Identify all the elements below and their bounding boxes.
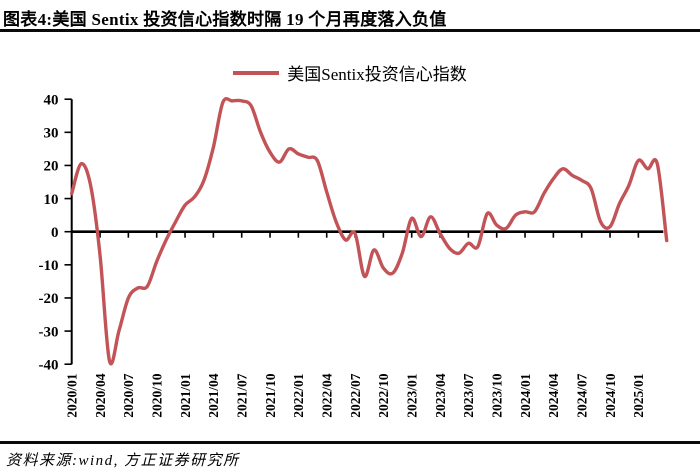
x-tick-label: 2023/04 [433, 373, 448, 418]
figure-title: 图表4:美国 Sentix 投资信心指数时隔 19 个月再度落入负值 [3, 10, 447, 29]
x-tick-label: 2023/10 [489, 373, 504, 418]
y-tick-label: 20 [44, 159, 59, 175]
x-tick-label: 2022/07 [348, 373, 363, 418]
x-tick-label: 2020/10 [149, 373, 164, 418]
bottom-divider [0, 441, 700, 444]
x-tick-label: 2024/01 [518, 373, 533, 418]
y-tick-label: 0 [51, 225, 59, 241]
legend-series-label: 美国Sentix投资信心指数 [287, 65, 467, 84]
top-divider [0, 29, 700, 32]
x-tick-label: 2020/01 [65, 373, 80, 418]
source-note: 资料来源:wind, 方正证券研究所 [6, 453, 240, 469]
series-line-sentix [70, 96, 669, 366]
chart-legend: 美国Sentix投资信心指数 [0, 60, 700, 85]
y-tick-label: 40 [44, 92, 59, 108]
y-tick-label: 30 [44, 126, 59, 142]
x-tick-label: 2023/01 [404, 373, 419, 418]
x-tick-label: 2023/07 [461, 373, 476, 418]
x-tick-label: 2022/04 [319, 373, 334, 418]
x-tick-label: 2020/07 [121, 373, 136, 418]
x-tick-label: 2022/01 [291, 373, 306, 418]
y-tick-label: -30 [39, 324, 59, 340]
y-tick-label: -20 [39, 291, 59, 307]
x-tick-label: 2025/01 [631, 373, 646, 418]
y-tick-label: -10 [39, 258, 59, 274]
x-tick-label: 2024/07 [574, 373, 589, 418]
x-tick-label: 2021/04 [206, 373, 221, 418]
y-tick-label: 10 [44, 192, 59, 208]
y-tick-label: -40 [39, 357, 59, 373]
x-tick-label: 2021/01 [178, 373, 193, 418]
x-tick-label: 2021/07 [234, 373, 249, 418]
x-tick-label: 2024/04 [546, 373, 561, 418]
x-tick-label: 2024/10 [603, 373, 618, 418]
x-tick-label: 2022/10 [376, 373, 391, 418]
x-tick-label: 2021/10 [263, 373, 278, 418]
legend-line-swatch [233, 70, 280, 75]
x-tick-label: 2020/04 [93, 373, 108, 418]
